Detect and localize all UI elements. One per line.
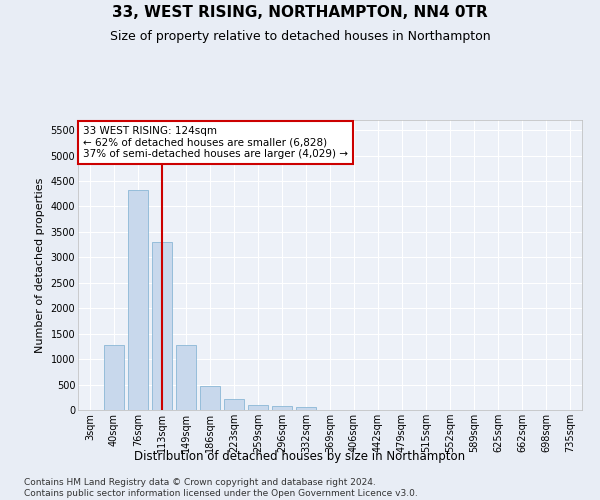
Bar [200, 386, 220, 410]
Y-axis label: Number of detached properties: Number of detached properties [35, 178, 45, 352]
Text: Size of property relative to detached houses in Northampton: Size of property relative to detached ho… [110, 30, 490, 43]
Text: Distribution of detached houses by size in Northampton: Distribution of detached houses by size … [134, 450, 466, 463]
Bar [272, 406, 292, 410]
Bar [128, 190, 148, 410]
Bar [224, 399, 244, 410]
Text: Contains HM Land Registry data © Crown copyright and database right 2024.
Contai: Contains HM Land Registry data © Crown c… [24, 478, 418, 498]
Bar [104, 346, 124, 410]
Bar [248, 406, 268, 410]
Text: 33, WEST RISING, NORTHAMPTON, NN4 0TR: 33, WEST RISING, NORTHAMPTON, NN4 0TR [112, 5, 488, 20]
Bar [176, 345, 196, 410]
Bar [296, 407, 316, 410]
Text: 33 WEST RISING: 124sqm
← 62% of detached houses are smaller (6,828)
37% of semi-: 33 WEST RISING: 124sqm ← 62% of detached… [83, 126, 348, 159]
Bar [152, 242, 172, 410]
